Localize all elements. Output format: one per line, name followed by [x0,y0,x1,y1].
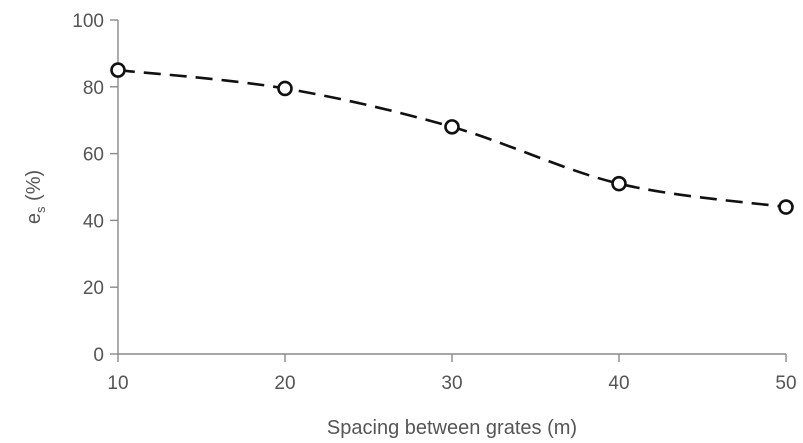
y-tick-label: 0 [93,345,104,366]
y-axis-ticks: 0 20 40 60 80 100 [72,11,118,366]
x-axis-ticks: 10 20 30 40 50 [107,354,797,394]
y-tick-label: 100 [72,11,104,32]
x-tick-label: 40 [608,373,629,394]
x-tick-label: 30 [441,373,462,394]
data-point-marker [444,119,460,135]
data-point-marker [778,199,794,215]
y-tick-label: 80 [83,78,104,99]
series-line [117,68,787,209]
data-point-marker [110,62,126,78]
y-axis-title-subscript: s [33,206,48,213]
x-tick-label: 50 [775,373,796,394]
y-tick-label: 60 [83,145,104,166]
x-tick-label: 20 [274,373,295,394]
series-group [110,62,794,215]
y-axis-title-suffix: (%) [23,170,45,207]
y-axis-title: es (%) [23,170,48,224]
data-point-marker [611,175,627,192]
x-tick-label: 10 [107,373,128,394]
axes [117,20,786,355]
x-axis-title: Spacing between grates (m) [327,417,577,439]
y-tick-label: 40 [83,211,104,232]
y-axis-title-main: e [23,213,45,224]
data-point-marker [277,80,293,97]
y-tick-label: 20 [83,278,104,299]
